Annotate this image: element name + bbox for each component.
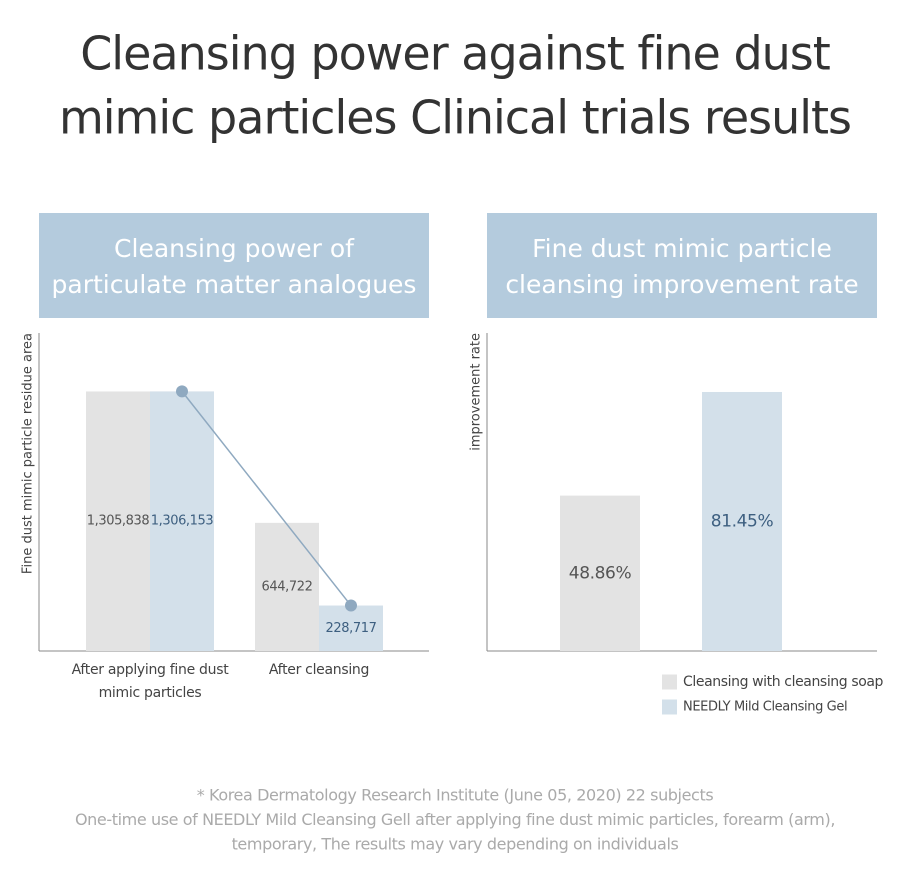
y-axis-label: improvement rate — [469, 333, 484, 451]
y-axis-label: Fine dust mimic particle residue area — [21, 333, 36, 574]
panel-header — [39, 213, 429, 318]
connector-dot — [345, 599, 357, 612]
bar — [86, 391, 150, 651]
footnote: * Korea Dermatology Research Institute (… — [197, 786, 714, 805]
connector-dot — [176, 385, 188, 398]
chart-title: cleansing improvement rate — [505, 270, 858, 299]
bar — [255, 522, 319, 651]
bar — [150, 391, 214, 651]
value-label: 644,722 — [262, 579, 313, 594]
page-title: mimic particles Clinical trials results — [59, 91, 851, 145]
legend-label: NEEDLY Mild Cleansing Gel — [683, 700, 847, 715]
bar — [319, 605, 383, 651]
bar — [560, 495, 640, 651]
footnote: temporary, The results may vary dependin… — [232, 835, 679, 854]
panel-header — [487, 213, 877, 318]
legend-swatch — [662, 674, 677, 690]
legend-swatch — [662, 699, 677, 715]
value-label: 1,305,838 — [87, 514, 150, 529]
footnote: One-time use of NEEDLY Mild Cleansing Ge… — [75, 810, 835, 829]
chart-title: Fine dust mimic particle — [532, 234, 832, 263]
x-tick-label: After cleansing — [268, 662, 370, 678]
connector-line — [181, 390, 352, 607]
page-title: Cleansing power against fine dust — [80, 27, 830, 81]
chart-title: Cleansing power of — [114, 234, 355, 263]
chart-title: particulate matter analogues — [52, 270, 417, 299]
value-label: 228,717 — [326, 621, 377, 636]
x-tick-label: After applying fine dust mimic particles — [71, 662, 229, 701]
bar — [702, 391, 782, 651]
value-label: 48.86% — [569, 563, 632, 583]
value-label: 81.45% — [711, 511, 774, 531]
value-label: 1,306,153 — [151, 514, 214, 529]
legend-label: Cleansing with cleansing soap — [683, 674, 884, 690]
